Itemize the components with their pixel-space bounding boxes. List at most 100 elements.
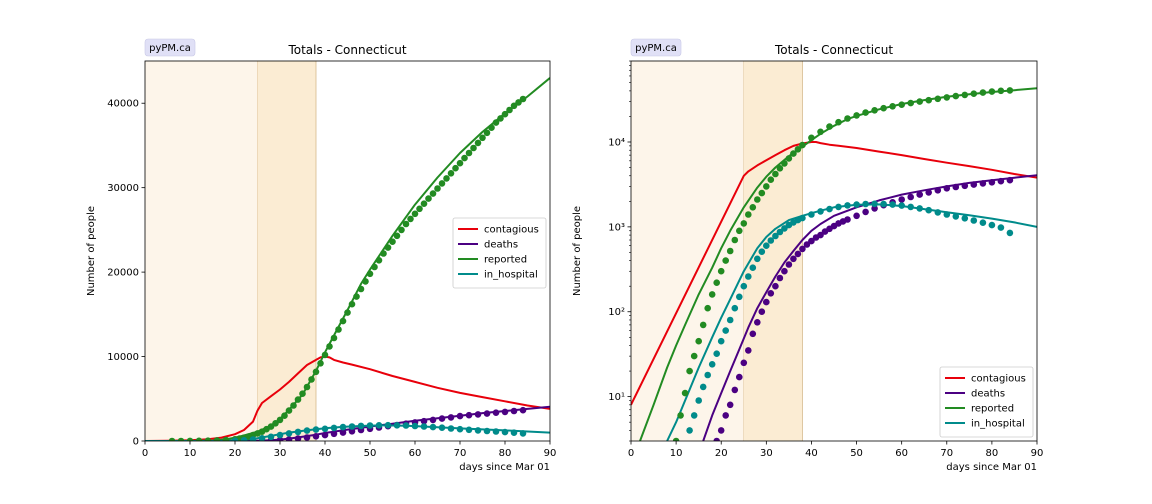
reported-data-point [429, 190, 437, 197]
deaths-data-point [794, 250, 802, 258]
reported-data-point [515, 99, 522, 106]
in-hospital-data-point [808, 211, 815, 218]
in-hospital-data-point [258, 435, 266, 441]
deaths-data-point [303, 434, 311, 441]
in-hospital-data-point [961, 215, 969, 222]
x-tick-label: 80 [499, 448, 512, 459]
x-tick-label: 20 [715, 448, 728, 459]
deaths-data-point [803, 241, 811, 248]
reported-data-point [474, 139, 482, 147]
plot-data [145, 77, 550, 441]
deaths-data-point [1006, 176, 1014, 184]
deaths-data-point [925, 189, 932, 196]
in-hospital-data-point [907, 203, 914, 211]
reported-data-point [168, 437, 176, 441]
reported-data-point [434, 185, 441, 192]
reported-data-point [276, 416, 284, 424]
deaths-data-point [817, 231, 824, 239]
phase-band-2 [257, 61, 316, 441]
in-hospital-data-point [285, 430, 293, 437]
in-hospital-data-point [231, 437, 239, 441]
deaths-data-point [726, 401, 734, 409]
reported-data-point [312, 368, 320, 376]
deaths-data-point [447, 414, 455, 421]
reported-data-point [767, 176, 775, 183]
badge-box [144, 38, 196, 57]
reported-data-point [952, 92, 960, 100]
legend: contagious deaths reported in_hospital [452, 217, 547, 289]
in-hospital-data-point [240, 437, 248, 441]
in-hospital-data-point [249, 436, 257, 441]
legend-label-contagious: contagious [971, 374, 1026, 385]
reported-data-point [672, 437, 680, 441]
reported-data-point [362, 278, 369, 285]
chart-panel-2: 0 10 20 30 40 50 60 70 80 90 10¹ 10² 10³ 10⁴ Totals - … [572, 38, 1043, 473]
in-hospital-data-point [934, 209, 942, 216]
reported-data-point [717, 267, 725, 275]
in-hospital-data-point [754, 255, 761, 263]
reported-data-point [961, 91, 969, 99]
plot-data [631, 87, 1037, 441]
reported-data-point [420, 200, 428, 207]
deaths-data-point [745, 347, 752, 354]
in-hospital-data-point [835, 203, 842, 211]
reported-data-point [808, 134, 815, 142]
y-tick-label: 10⁴ [608, 137, 625, 148]
deaths-data-point [907, 193, 914, 201]
in-hospital-data-point [749, 264, 757, 272]
reported-data-point [470, 144, 477, 152]
in-hospital-data-point [726, 316, 734, 324]
legend-label-reported: reported [484, 255, 527, 266]
reported-data-point [907, 99, 914, 107]
deaths-data-point [736, 373, 743, 381]
deaths-data-point [772, 282, 779, 290]
reported-data-point [308, 376, 315, 383]
reported-data-point [925, 96, 932, 104]
in-hospital-data-point [456, 425, 464, 433]
x-axis-label: days since Mar 01 [946, 462, 1037, 473]
y-tick-label: 20000 [107, 268, 139, 279]
reported-data-point [222, 436, 230, 441]
in-hospital-data-point [429, 423, 437, 431]
in-hospital-data-point [740, 282, 748, 290]
reported-data-point [479, 134, 486, 142]
deaths-data-point [781, 267, 788, 275]
reported-data-point [943, 94, 951, 101]
deaths-data-point [348, 428, 356, 435]
in-hospital-data-point [294, 428, 302, 436]
in-hospital-data-point [731, 304, 739, 312]
reported-data-point [681, 389, 689, 397]
x-tick-label: 90 [544, 448, 557, 459]
in-hospital-data-point [420, 423, 428, 430]
in-hospital-data-point [699, 383, 707, 391]
in-hospital-data-point [501, 428, 509, 436]
deaths-data-point [943, 185, 951, 192]
deaths-data-point [862, 208, 869, 216]
reported-data-point [488, 124, 495, 131]
reported-data-point [826, 123, 833, 130]
in-hospital-data-point [853, 201, 860, 208]
x-tick-label: 50 [364, 448, 377, 459]
reported-data-point [817, 128, 824, 136]
in-hospital-data-point [474, 427, 482, 434]
reported-data-point [492, 119, 500, 126]
reported-data-point [916, 98, 923, 105]
deaths-data-point [844, 216, 851, 223]
deaths-data-point [997, 177, 1005, 185]
in-hospital-data-point [736, 293, 743, 301]
in-hospital-data-point [483, 427, 491, 435]
y-tick-label: 10³ [608, 222, 625, 233]
deaths-data-point [429, 416, 437, 424]
in-hospital-data-point [339, 423, 347, 431]
reported-data-point [177, 437, 185, 441]
deaths-data-point [961, 182, 969, 190]
in-hospital-data-point [708, 361, 716, 368]
reported-data-point [722, 257, 729, 264]
reported-data-point [934, 95, 942, 103]
deaths-data-point [898, 196, 905, 203]
reported-data-point [461, 154, 468, 162]
y-axis-label: Number of people [572, 206, 583, 296]
reported-data-point [411, 210, 419, 218]
deaths-data-point [785, 261, 793, 268]
deaths-data-point [871, 205, 878, 212]
